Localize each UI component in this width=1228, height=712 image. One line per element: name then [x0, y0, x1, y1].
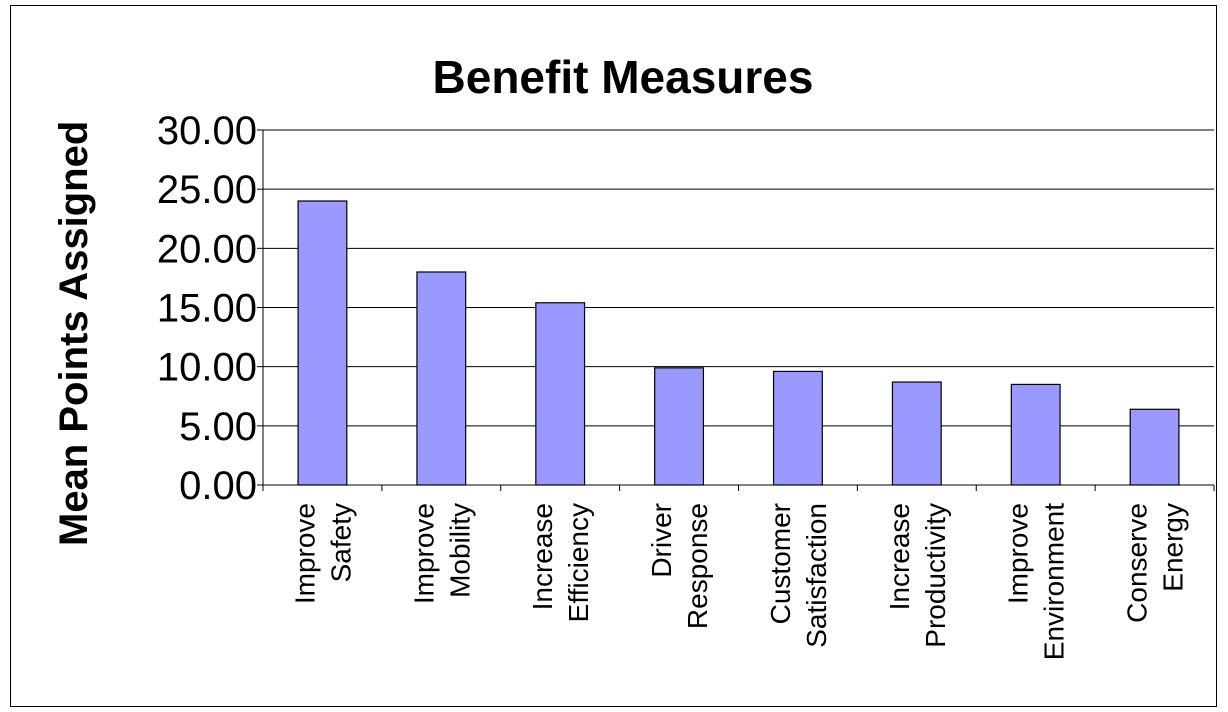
- bar: [1129, 408, 1180, 486]
- chart-frame: [10, 5, 1217, 707]
- bar: [1010, 383, 1061, 486]
- x-tick-label: Efficiency: [563, 503, 594, 622]
- bar: [297, 200, 348, 486]
- bar: [535, 302, 586, 486]
- x-tick-label: Energy: [1158, 503, 1189, 592]
- y-tick-label: 25.00: [157, 168, 257, 212]
- chart-title: Benefit Measures: [433, 51, 814, 103]
- x-tick-label: Customer: [765, 503, 796, 624]
- y-tick-label: 10.00: [157, 346, 257, 390]
- y-tick-labels: 0.00 5.00 10.00 15.00 20.00 25.00 30.00: [157, 109, 257, 508]
- x-tick-label: Environment: [1039, 503, 1070, 660]
- x-tick-label: Satisfaction: [801, 503, 832, 648]
- y-tick-label: 30.00: [157, 109, 257, 153]
- x-tick-label: Improve: [1003, 503, 1034, 604]
- bar: [891, 381, 942, 486]
- x-tick-label: Increase: [527, 503, 558, 610]
- x-tick-label: Improve: [289, 503, 320, 604]
- bar: [772, 370, 823, 486]
- x-tick-label: Mobility: [444, 503, 475, 598]
- y-tick-label: 15.00: [157, 287, 257, 331]
- y-tick-label: 5.00: [179, 405, 257, 449]
- x-tick-labels: Improve Safety Improve Mobility Increase Effi…: [289, 503, 1188, 660]
- bar: [416, 271, 467, 486]
- y-tick-label: 0.00: [179, 464, 257, 508]
- gridlines: [263, 129, 1214, 427]
- x-tick-label: Improve: [408, 503, 439, 604]
- x-tick-label: Productivity: [920, 503, 951, 648]
- bar: [654, 367, 705, 486]
- bars: [297, 200, 1180, 486]
- axes: [257, 129, 1215, 491]
- y-axis-label: Mean Points Assigned: [52, 121, 96, 546]
- x-tick-label: Conserve: [1122, 503, 1153, 623]
- x-tick-label: Increase: [884, 503, 915, 610]
- x-tick-label: Driver: [646, 503, 677, 578]
- x-tick-label: Safety: [325, 503, 356, 582]
- x-tick-label: Response: [682, 503, 713, 629]
- y-tick-label: 20.00: [157, 227, 257, 271]
